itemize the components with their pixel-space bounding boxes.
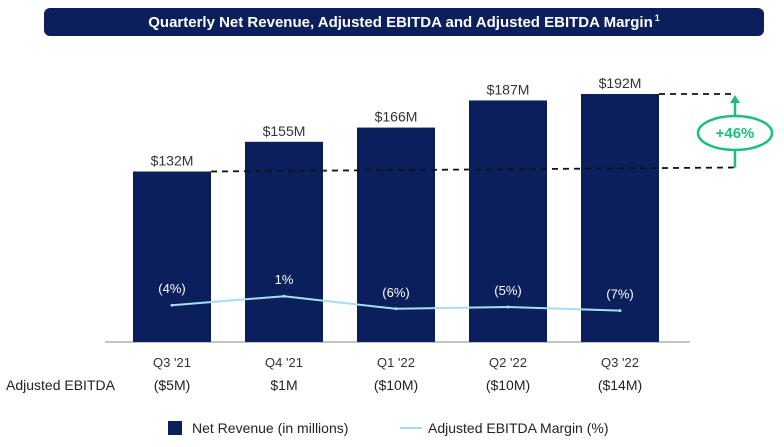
title-footnote: 1 (654, 13, 660, 23)
x-tick-label: Q3 '21 (153, 355, 191, 370)
x-tick-label: Q1 '22 (377, 355, 415, 370)
revenue-bar (245, 141, 323, 342)
adjusted-ebitda-value: ($14M) (598, 377, 642, 393)
revenue-bar (469, 100, 547, 342)
adjusted-ebitda-value: ($10M) (486, 377, 530, 393)
revenue-value-label: $166M (375, 109, 418, 125)
revenue-value-label: $192M (599, 75, 642, 91)
revenue-value-label: $155M (263, 123, 306, 139)
growth-arrow-head (730, 95, 740, 103)
chart-legend: Net Revenue (in millions) Adjusted EBITD… (0, 420, 784, 442)
growth-badge (696, 114, 774, 152)
margin-point (506, 305, 510, 309)
margin-value-label: (6%) (382, 285, 409, 300)
revenue-value-label: $132M (151, 153, 194, 169)
revenue-value-label: $187M (487, 81, 530, 97)
chart-title: Quarterly Net Revenue, Adjusted EBITDA a… (148, 13, 653, 31)
legend-item-revenue: Net Revenue (in millions) (168, 420, 348, 436)
x-tick-label: Q2 '22 (489, 355, 527, 370)
growth-annotation: +46% (210, 93, 774, 173)
margin-point (282, 294, 286, 298)
margin-point (394, 307, 398, 311)
margin-point (170, 303, 174, 307)
margin-value-label: 1% (275, 272, 294, 287)
labels-layer: $132M Q3 '21 ($5M) $155M Q4 '21 $1M $166M Q1 '2… (151, 75, 643, 393)
growth-badge-label: +46% (716, 125, 755, 142)
legend-swatch-margin (400, 427, 422, 429)
x-tick-label: Q4 '21 (265, 355, 303, 370)
margin-point (618, 309, 622, 313)
legend-label-margin: Adjusted EBITDA Margin (%) (428, 420, 609, 436)
bars-layer (133, 94, 659, 342)
revenue-bar (133, 171, 211, 342)
adjusted-ebitda-value: ($5M) (154, 377, 191, 393)
margin-value-label: (7%) (606, 287, 633, 302)
x-tick-label: Q3 '22 (601, 355, 639, 370)
margin-line-layer (170, 294, 622, 313)
revenue-bar (581, 94, 659, 342)
margin-value-label: (4%) (158, 281, 185, 296)
adjusted-ebitda-value: $1M (270, 377, 297, 393)
adjusted-ebitda-value: ($10M) (374, 377, 418, 393)
margin-value-label: (5%) (494, 283, 521, 298)
adjusted-ebitda-row-label: Adjusted EBITDA (6, 377, 115, 393)
chart-title-bar: Quarterly Net Revenue, Adjusted EBITDA a… (44, 8, 764, 36)
legend-swatch-revenue (168, 421, 182, 435)
legend-item-margin: Adjusted EBITDA Margin (%) (400, 420, 609, 436)
legend-label-revenue: Net Revenue (in millions) (192, 420, 349, 436)
